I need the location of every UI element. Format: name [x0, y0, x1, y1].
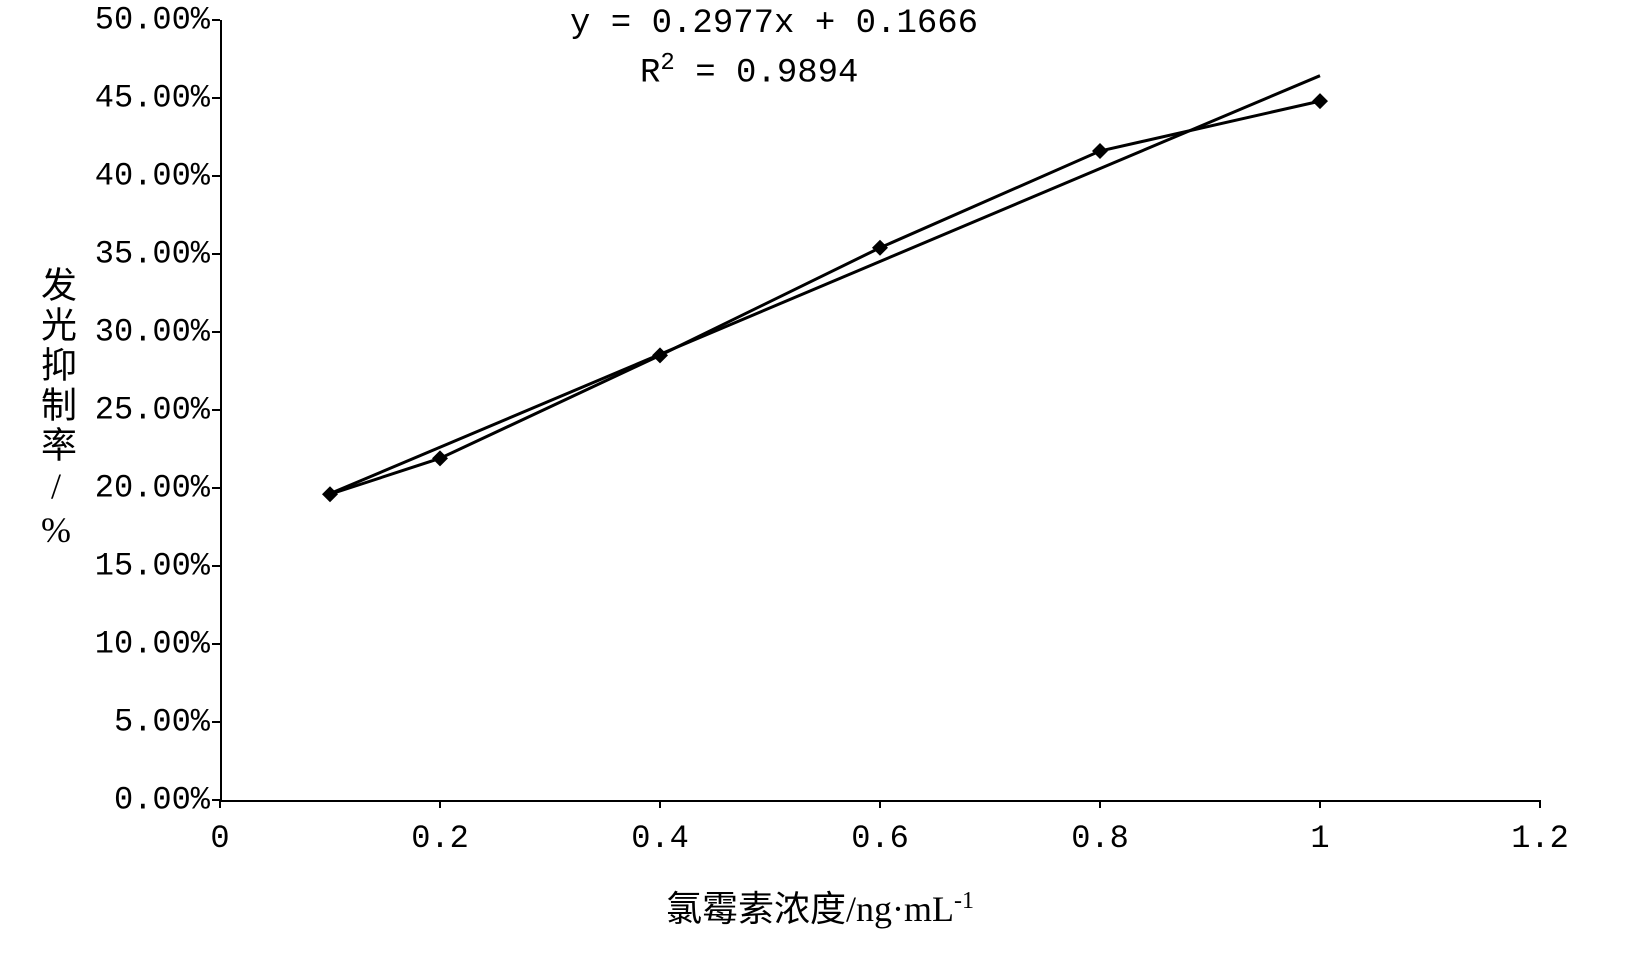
x-axis-title-sup: -1	[954, 888, 974, 914]
trendline	[330, 76, 1320, 494]
y-tick	[212, 19, 220, 21]
x-tick-label: 0	[180, 820, 260, 857]
y-tick-label: 20.00%	[70, 470, 210, 507]
x-tick-label: 1.2	[1500, 820, 1580, 857]
data-marker	[432, 450, 448, 466]
x-tick-label: 0.6	[840, 820, 920, 857]
x-tick	[1099, 800, 1101, 808]
x-tick-label: 0.8	[1060, 820, 1140, 857]
x-tick	[219, 800, 221, 808]
x-axis-title-dot: ·	[892, 889, 904, 929]
y-tick	[212, 721, 220, 723]
x-tick	[1539, 800, 1541, 808]
data-marker	[652, 347, 668, 363]
y-tick-label: 50.00%	[70, 2, 210, 39]
y-tick	[212, 643, 220, 645]
y-tick	[212, 253, 220, 255]
y-tick-label: 25.00%	[70, 392, 210, 429]
y-tick-label: 30.00%	[70, 314, 210, 351]
y-axis-title-prefix: 发光抑制率	[36, 266, 76, 466]
x-tick-label: 0.2	[400, 820, 480, 857]
data-marker	[322, 486, 338, 502]
data-marker	[1312, 93, 1328, 109]
y-tick-label: 40.00%	[70, 158, 210, 195]
x-tick-label: 1	[1280, 820, 1360, 857]
y-tick	[212, 409, 220, 411]
y-tick	[212, 175, 220, 177]
x-tick	[659, 800, 661, 808]
data-marker	[1092, 143, 1108, 159]
x-tick	[879, 800, 881, 808]
y-tick-label: 15.00%	[70, 548, 210, 585]
x-axis-title-unit: mL	[904, 889, 954, 929]
data-line	[330, 101, 1320, 494]
y-tick-label: 10.00%	[70, 626, 210, 663]
x-axis-title: 氯霉素浓度/ng·mL-1	[666, 880, 974, 932]
data-marker	[872, 240, 888, 256]
y-tick-label: 0.00%	[70, 782, 210, 819]
y-tick-label: 35.00%	[70, 236, 210, 273]
x-axis-title-prefix: 氯霉素浓度/ng	[666, 889, 892, 929]
x-tick-label: 0.4	[620, 820, 700, 857]
x-tick	[1319, 800, 1321, 808]
y-tick	[212, 565, 220, 567]
y-tick	[212, 331, 220, 333]
chart-plot	[220, 20, 1540, 800]
chart-container: 发光抑制率/% y = 0.2977x + 0.1666 R2 = 0.9894…	[40, 0, 1600, 953]
x-tick	[439, 800, 441, 808]
y-tick-label: 45.00%	[70, 80, 210, 117]
y-tick	[212, 97, 220, 99]
y-tick	[212, 487, 220, 489]
y-tick-label: 5.00%	[70, 704, 210, 741]
